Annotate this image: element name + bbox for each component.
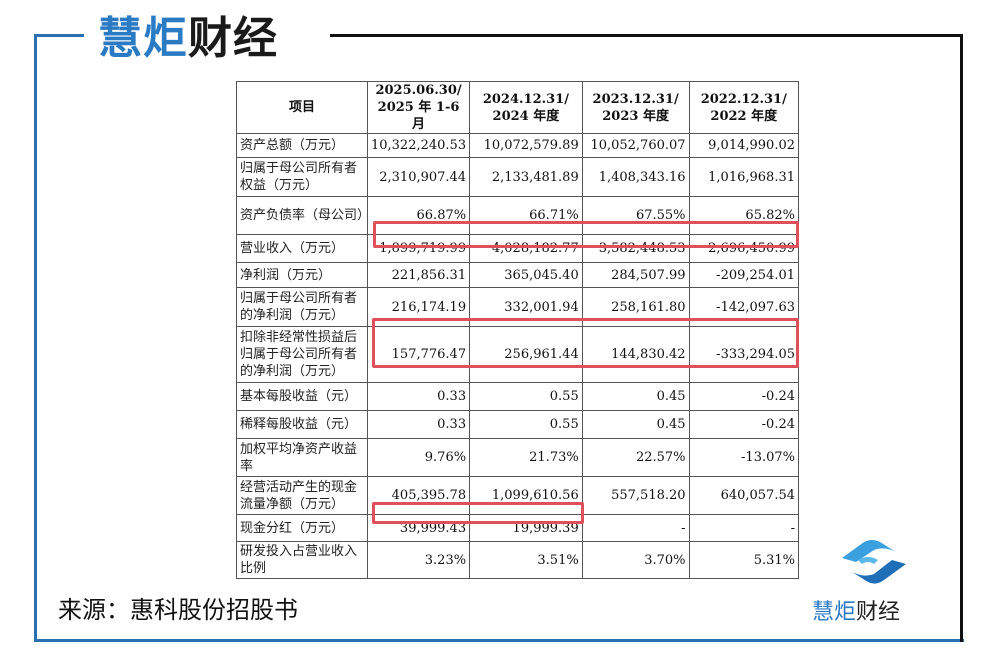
cell-value: 640,057.54 bbox=[688, 476, 800, 515]
cell-value: 0.33 bbox=[366, 410, 471, 439]
cell-value: 2,133,481.89 bbox=[469, 157, 583, 197]
cell-value: 284,507.99 bbox=[581, 262, 690, 288]
cell-value: 365,045.40 bbox=[469, 262, 583, 288]
cell-value: 0.55 bbox=[469, 410, 583, 439]
cell-value: 1,016,968.31 bbox=[688, 157, 800, 197]
table-row-operating-cash-flow: 经营活动产生的现金流量净额（万元） 405,395.78 1,099,610.5… bbox=[236, 476, 800, 515]
cell-value: 332,001.94 bbox=[469, 287, 583, 327]
cell-value: 0.45 bbox=[581, 382, 690, 411]
table-row-roe: 加权平均净资产收益率 9.76% 21.73% 22.57% -13.07% bbox=[236, 438, 800, 477]
header-period-2025h1: 2025.06.30/2025 年 1-6 月 bbox=[366, 81, 471, 134]
cell-value: 2,696,450.99 bbox=[688, 234, 800, 263]
row-label: 归属于母公司所有者的净利润（万元） bbox=[236, 287, 368, 327]
cell-value: 65.82% bbox=[688, 196, 800, 235]
cell-value: 10,052,760.07 bbox=[581, 133, 690, 158]
table-row-basic-eps: 基本每股收益（元） 0.33 0.55 0.45 -0.24 bbox=[236, 382, 800, 411]
cell-value: 1,099,610.56 bbox=[469, 476, 583, 515]
cell-value: 0.33 bbox=[366, 382, 471, 411]
cell-value: -13.07% bbox=[688, 438, 800, 477]
table-row-diluted-eps: 稀释每股收益（元） 0.33 0.55 0.45 -0.24 bbox=[236, 410, 800, 439]
brand-footer-logo-text: 慧炬财经 bbox=[812, 600, 901, 625]
cell-value: 1,899,719.99 bbox=[366, 234, 471, 263]
row-label: 经营活动产生的现金流量净额（万元） bbox=[236, 476, 368, 515]
row-label: 归属于母公司所有者权益（万元） bbox=[236, 157, 368, 197]
cell-value: 144,830.42 bbox=[581, 326, 690, 383]
cell-value: -0.24 bbox=[688, 410, 800, 439]
table-row-parent-equity: 归属于母公司所有者权益（万元） 2,310,907.44 2,133,481.8… bbox=[236, 157, 800, 197]
cell-value: 3.70% bbox=[581, 541, 690, 579]
table-row-net-profit: 净利润（万元） 221,856.31 365,045.40 284,507.99… bbox=[236, 262, 800, 288]
cell-value: 66.87% bbox=[366, 196, 471, 235]
cell-value: -0.24 bbox=[688, 382, 800, 411]
cell-value: 39,999.43 bbox=[366, 514, 471, 542]
cell-value: 21.73% bbox=[469, 438, 583, 477]
row-label: 扣除非经常性损益后归属于母公司所有者的净利润（万元） bbox=[236, 326, 368, 383]
cell-value: 0.55 bbox=[469, 382, 583, 411]
row-label: 加权平均净资产收益率 bbox=[236, 438, 368, 477]
row-label: 营业收入（万元） bbox=[236, 234, 368, 263]
cell-value: 256,961.44 bbox=[469, 326, 583, 383]
cell-value: 405,395.78 bbox=[366, 476, 471, 515]
frame-left-border bbox=[34, 34, 37, 641]
financial-data-table: 项目 2025.06.30/2025 年 1-6 月 2024.12.31/20… bbox=[236, 81, 800, 579]
brand-header-logo: 慧炬 财经 bbox=[92, 6, 284, 64]
cell-value: 10,322,240.53 bbox=[366, 133, 471, 158]
cell-value: - bbox=[688, 514, 800, 542]
brand-title-part1: 慧炬 bbox=[98, 13, 188, 64]
header-period-2022: 2022.12.31/2022 年度 bbox=[688, 81, 800, 134]
cell-value: -142,097.63 bbox=[688, 287, 800, 327]
cell-value: 157,776.47 bbox=[366, 326, 471, 383]
cell-value: 258,161.80 bbox=[581, 287, 690, 327]
table-row-revenue: 营业收入（万元） 1,899,719.99 4,028,182.77 3,582… bbox=[236, 234, 800, 263]
cell-value: 0.45 bbox=[581, 410, 690, 439]
table-header-row: 项目 2025.06.30/2025 年 1-6 月 2024.12.31/20… bbox=[236, 81, 800, 134]
cell-value: 3.23% bbox=[366, 541, 471, 579]
cell-value: 216,174.19 bbox=[366, 287, 471, 327]
table-row-total-assets: 资产总额（万元） 10,322,240.53 10,072,579.89 10,… bbox=[236, 133, 800, 158]
header-item: 项目 bbox=[236, 81, 368, 134]
row-label: 净利润（万元） bbox=[236, 262, 368, 288]
row-label: 研发投入占营业收入比例 bbox=[236, 541, 368, 579]
brand-mark-icon bbox=[842, 540, 906, 584]
row-label: 基本每股收益（元） bbox=[236, 382, 368, 411]
cell-value: 1,408,343.16 bbox=[581, 157, 690, 197]
brand-title-part2: 财经 bbox=[188, 13, 278, 64]
cell-value: -333,294.05 bbox=[688, 326, 800, 383]
cell-value: 9,014,990.02 bbox=[688, 133, 800, 158]
frame-right-border bbox=[960, 34, 963, 642]
cell-value: 3,582,448.53 bbox=[581, 234, 690, 263]
row-label: 现金分红（万元） bbox=[236, 514, 368, 542]
cell-value: 557,518.20 bbox=[581, 476, 690, 515]
row-label: 稀释每股收益（元） bbox=[236, 410, 368, 439]
cell-value: 9.76% bbox=[366, 438, 471, 477]
frame-bottom-border bbox=[34, 639, 964, 642]
row-label: 资产负债率（母公司） bbox=[236, 196, 370, 235]
cell-value: 3.51% bbox=[469, 541, 583, 579]
source-caption: 来源：惠科股份招股书 bbox=[58, 596, 298, 624]
table-row-cash-dividend: 现金分红（万元） 39,999.43 19,999.39 - - bbox=[236, 514, 800, 542]
frame-top-left-accent bbox=[34, 34, 84, 37]
cell-value: 5.31% bbox=[688, 541, 800, 579]
cell-value: 19,999.39 bbox=[469, 514, 583, 542]
cell-value: 22.57% bbox=[581, 438, 690, 477]
cell-value: - bbox=[581, 514, 690, 542]
cell-value: 2,310,907.44 bbox=[366, 157, 471, 197]
cell-value: 66.71% bbox=[469, 196, 583, 235]
header-period-2023: 2023.12.31/2023 年度 bbox=[581, 81, 690, 134]
row-label: 资产总额（万元） bbox=[236, 133, 368, 158]
cell-value: 221,856.31 bbox=[366, 262, 471, 288]
cell-value: 4,028,182.77 bbox=[469, 234, 583, 263]
table-row-deducted-net-profit: 扣除非经常性损益后归属于母公司所有者的净利润（万元） 157,776.47 25… bbox=[236, 326, 800, 383]
frame-top-border bbox=[330, 34, 963, 37]
cell-value: 10,072,579.89 bbox=[469, 133, 583, 158]
header-period-2024: 2024.12.31/2024 年度 bbox=[469, 81, 583, 134]
cell-value: -209,254.01 bbox=[688, 262, 800, 288]
table-row-debt-ratio: 资产负债率（母公司） 66.87% 66.71% 67.55% 65.82% bbox=[236, 196, 800, 235]
cell-value: 67.55% bbox=[581, 196, 690, 235]
table-row-parent-net-profit: 归属于母公司所有者的净利润（万元） 216,174.19 332,001.94 … bbox=[236, 287, 800, 327]
table-row-rd-ratio: 研发投入占营业收入比例 3.23% 3.51% 3.70% 5.31% bbox=[236, 541, 800, 579]
